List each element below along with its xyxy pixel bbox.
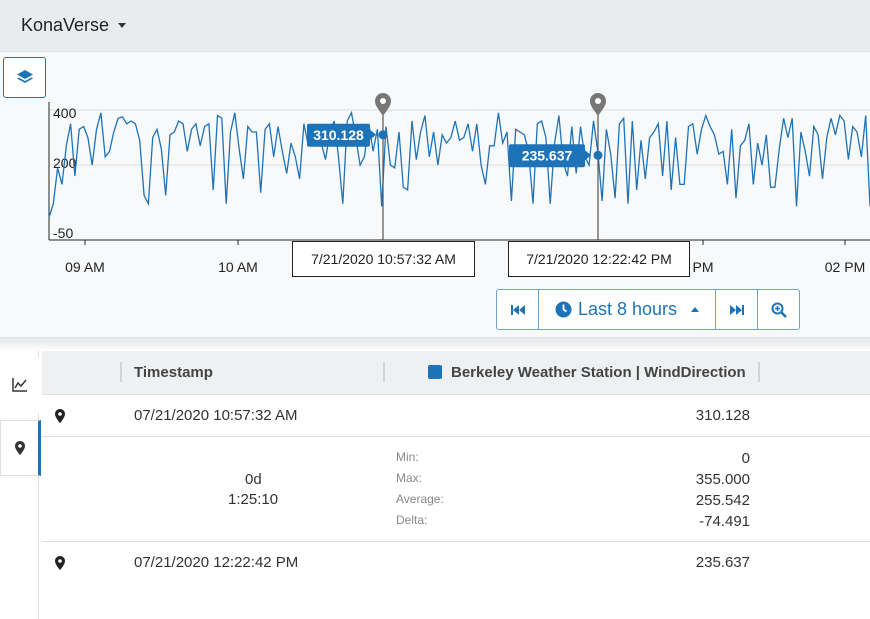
marker-point: [378, 130, 388, 140]
row-timestamp: 07/21/2020 12:22:42 PM: [134, 554, 299, 571]
time-controls: Last 8 hours: [496, 289, 800, 330]
x-tick-label: 09 AM: [65, 259, 105, 275]
row-value: 310.128: [695, 407, 750, 424]
table-row[interactable]: 07/21/2020 12:22:42 PM 235.637: [42, 542, 870, 584]
top-bar: KonaVerse: [0, 0, 870, 52]
column-separator: [383, 362, 385, 382]
layers-button[interactable]: [3, 57, 46, 98]
y-tick-label: 400: [53, 105, 77, 121]
column-header-timestamp[interactable]: Timestamp: [134, 364, 213, 381]
clock-icon: [555, 301, 572, 318]
app-title: KonaVerse: [21, 15, 110, 35]
marker-value-badge: [509, 144, 585, 168]
duration-time: 1:25:10: [228, 491, 279, 508]
stat-label-delta: Delta:: [396, 513, 428, 527]
chart-marker[interactable]: 310.128: [307, 93, 391, 240]
series-line: [48, 110, 870, 218]
marker-point: [593, 150, 603, 160]
column-header-series[interactable]: Berkeley Weather Station | WindDirection: [428, 364, 746, 381]
time-range-label: Last 8 hours: [577, 299, 678, 319]
x-tick-label: 10 AM: [218, 259, 258, 275]
skip-forward-button[interactable]: [716, 290, 758, 329]
x-tick-label: 02 PM: [825, 259, 865, 275]
row-timestamp: 07/21/2020 10:57:32 AM: [134, 407, 298, 424]
app-switcher[interactable]: KonaVerse: [21, 15, 127, 36]
skip-back-button[interactable]: [497, 290, 539, 329]
skip-back-icon: [510, 304, 525, 315]
table-row[interactable]: 07/21/2020 10:57:32 AM 310.128: [42, 395, 870, 437]
duration-days: 0d: [245, 471, 262, 488]
map-marker-icon: [55, 409, 65, 423]
zoom-icon: [771, 302, 787, 318]
time-range-dropdown[interactable]: Last 8 hours: [539, 290, 716, 329]
marker-time-label: 7/21/2020 10:57:32 AM: [292, 241, 475, 277]
line-chart-icon: [12, 378, 27, 392]
zoom-button[interactable]: [758, 290, 799, 329]
series-name: Berkeley Weather Station | WindDirection: [451, 364, 746, 381]
stat-label-max: Max:: [396, 471, 423, 485]
summary-row: 0d 1:25:10 Min: Max: Average: Delta: 0 3…: [42, 437, 870, 542]
column-separator: [758, 362, 760, 382]
map-marker-icon: [55, 556, 65, 570]
map-marker-icon[interactable]: [590, 93, 606, 116]
series-color-swatch: [428, 365, 442, 379]
caret-down-icon: [118, 23, 127, 28]
marker-value-label: 310.128: [313, 127, 364, 143]
badge-pointer: [585, 150, 591, 161]
map-marker-icon[interactable]: [375, 93, 391, 116]
chart-marker[interactable]: 235.637: [509, 93, 606, 240]
y-tick-label: -50: [53, 225, 73, 241]
stat-label-average: Average:: [396, 492, 444, 506]
caret-up-icon: [691, 307, 700, 312]
badge-pointer: [370, 129, 376, 140]
tab-chart[interactable]: [0, 357, 40, 413]
panel-divider: [0, 337, 870, 351]
stat-value-delta: -74.491: [699, 513, 750, 530]
skip-forward-icon: [729, 304, 744, 315]
marker-pin-hole: [595, 98, 601, 104]
marker-value-label: 235.637: [522, 147, 573, 163]
table-header: Timestamp Berkeley Weather Station | Win…: [42, 351, 870, 395]
tab-markers[interactable]: [0, 420, 41, 476]
marker-value-badge: [307, 123, 370, 147]
marker-time-label: 7/21/2020 12:22:42 PM: [508, 241, 690, 277]
side-tab-bar: [0, 351, 41, 619]
stat-value-max: 355.000: [695, 471, 750, 488]
stat-value-min: 0: [741, 450, 750, 467]
map-marker-icon: [14, 441, 25, 455]
stat-label-min: Min:: [396, 450, 419, 464]
stat-value-average: 255.542: [695, 492, 750, 509]
marker-pin-hole: [380, 98, 386, 104]
layers-icon: [16, 69, 33, 83]
row-value: 235.637: [695, 554, 750, 571]
column-separator: [120, 362, 122, 382]
x-tick-label: PM: [693, 259, 714, 275]
